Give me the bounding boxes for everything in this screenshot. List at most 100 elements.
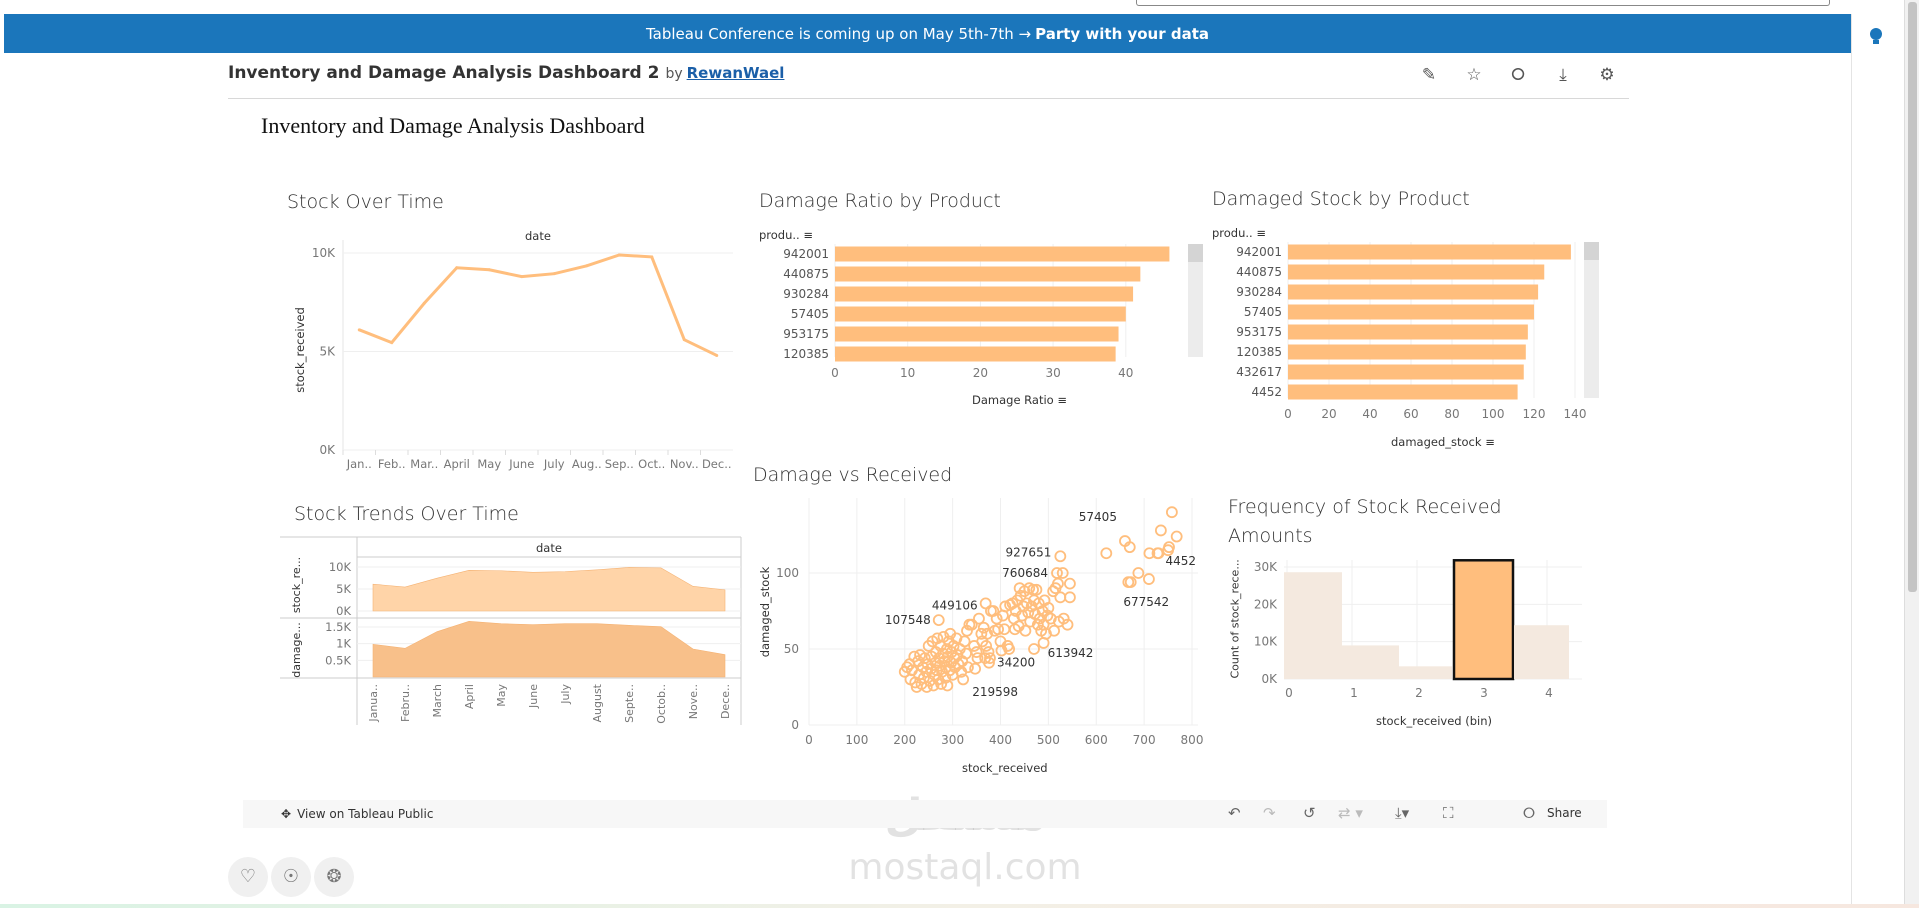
redo-icon[interactable]: ↷ (1263, 804, 1276, 822)
y-tick-label: 5K (319, 345, 336, 359)
x-axis-label[interactable]: Damage Ratio ≡ (972, 393, 1067, 407)
chart-scrollbar[interactable] (1188, 244, 1203, 357)
conference-banner[interactable]: Tableau Conference is coming up on May 5… (4, 14, 1851, 53)
row-header-product[interactable]: produ.. ≡ (1212, 226, 1266, 240)
bulb-icon[interactable]: ☉ (271, 857, 311, 897)
x-tick-label: Septe.. (623, 684, 636, 723)
area-stock (372, 567, 726, 612)
side-panel (1851, 14, 1903, 904)
x-axis-label[interactable]: damaged_stock ≡ (1391, 435, 1495, 449)
damaged-stock-chart[interactable]: 0 20 40 60 80 100 120 1409420014408759302845740… (0, 0, 1586, 421)
x-tick-label: 600 (1085, 733, 1108, 747)
damage-vs-received-chart[interactable]: 0 100 200 300 400 500 600 700 800100500574059276… (0, 0, 1203, 747)
dashboard-title: Inventory and Damage Analysis Dashboard (261, 113, 645, 138)
x-tick-label: 4 (1545, 686, 1553, 700)
share-icon[interactable]: ⭘ (1511, 65, 1525, 85)
scatter-point (981, 627, 993, 640)
scatter-point (958, 635, 971, 648)
scatter-point (1064, 577, 1076, 590)
x-tick-label: 100 (1482, 407, 1505, 421)
y-tick-label: 20K (1254, 597, 1278, 611)
view-on-tableau-public-link[interactable]: ✥ View on Tableau Public (281, 807, 433, 821)
y-axis-label: Count of stock_rece... (1228, 559, 1242, 679)
scatter-point (931, 632, 944, 645)
download-icon[interactable]: ⤓ (1559, 65, 1567, 85)
heart-icon[interactable]: ♡ (228, 857, 268, 897)
scatter-point (1061, 618, 1074, 631)
undo-icon[interactable]: ↶ (1228, 804, 1241, 822)
bar (835, 266, 1141, 282)
x-tick-label: Jan.. (346, 457, 372, 471)
scatter-point (1151, 547, 1164, 560)
banner-link[interactable]: Party with your data (1035, 24, 1210, 43)
x-tick-label: July (543, 457, 565, 471)
row-label: 57405 (1244, 305, 1282, 319)
star-icon[interactable]: ☆ (1466, 65, 1482, 85)
sort-icon[interactable]: ≡ (1485, 435, 1495, 449)
x-tick-label: 80 (1444, 407, 1459, 421)
y-tick-label: 100 (776, 566, 799, 580)
x-tick-label: 500 (1037, 733, 1060, 747)
revert-icon[interactable]: ↺ (1303, 804, 1316, 822)
scatter-point (1003, 643, 1016, 655)
badge-icon[interactable]: ❂ (314, 857, 354, 897)
viz-toolbar: ✥ View on Tableau Public ↶ ↷ ↺ ⇄ ▾ ⤓▾ ⛶ ⭘… (243, 800, 1607, 828)
sort-icon[interactable]: ≡ (803, 228, 814, 242)
viz-title: Inventory and Damage Analysis Dashboard … (228, 63, 784, 83)
stock-over-time-chart[interactable]: 10K 5K 0K Jan.. Feb.. Mar.. April May June July Au… (0, 0, 733, 471)
row-label: 120385 (783, 347, 829, 361)
x-tick-label: Aug.. (572, 457, 602, 471)
x-tick-label: 200 (893, 733, 916, 747)
row-label: 440875 (783, 267, 829, 281)
histogram-bar (1399, 666, 1452, 679)
y-tick-label: 0K (1261, 672, 1278, 686)
row-header-product[interactable]: produ.. ≡ (759, 228, 813, 242)
view-on-tableau-text: View on Tableau Public (297, 807, 434, 821)
refresh-icon[interactable]: ⇄ ▾ (1338, 804, 1363, 822)
damage-ratio-chart[interactable]: 0 10 20 30 40 942001 440875 930284 57405 953175 12… (0, 0, 1170, 380)
share-button[interactable]: Share (1547, 806, 1582, 820)
fullscreen-icon[interactable]: ⛶ (1443, 804, 1454, 822)
point-label: 219598 (972, 685, 1018, 699)
x-tick-label: 400 (989, 733, 1012, 747)
stock-frequency-chart[interactable]: 30K 20K 10K 0K 0 1 2 3 4 (0, 0, 1582, 700)
scatter-point (920, 681, 933, 693)
row-label: 432617 (1236, 365, 1282, 379)
series-label-damaged: damage... (290, 622, 303, 678)
x-tick-label: April (444, 457, 470, 471)
share-icon[interactable]: ⭘ (1523, 804, 1536, 822)
x-tick-label: 140 (1564, 407, 1587, 421)
bar (835, 346, 1116, 362)
settings-icon[interactable]: ⚙ (1599, 65, 1615, 85)
search-box-edge[interactable] (1136, 0, 1830, 6)
lightbulb-icon[interactable] (1868, 26, 1884, 48)
chart-title-damage-vs-received: Damage vs Received (753, 464, 953, 486)
chart-title-frequency: Frequency of Stock Received Amounts (1228, 496, 1502, 547)
scatter-point (932, 614, 945, 627)
page-scrollbar[interactable] (1904, 0, 1919, 908)
scatter-point (984, 652, 996, 665)
author-link[interactable]: RewanWael (686, 64, 785, 82)
x-tick-label: Nov.. (670, 457, 699, 471)
row-label: 942001 (783, 247, 829, 261)
chart-title-stock-over-time: Stock Over Time (287, 191, 444, 213)
download-icon[interactable]: ⤓▾ (1395, 804, 1410, 822)
histogram-bar (1452, 559, 1515, 681)
scatter-point (1122, 576, 1135, 589)
row-header-text: produ.. (759, 228, 800, 242)
data-point (487, 268, 491, 272)
sort-icon[interactable]: ≡ (1256, 226, 1267, 240)
x-tick-label: 40 (1118, 366, 1133, 380)
y-tick-label: 10K (329, 560, 352, 574)
stock-trends-chart[interactable]: 10K 5K 0K 1.5K 1K 0.5K Janua.. Febru.. March Apri… (0, 0, 742, 725)
scatter-point (965, 618, 978, 631)
bar (1288, 284, 1539, 300)
scatter-point (1054, 591, 1067, 604)
sort-icon[interactable]: ≡ (1057, 393, 1068, 407)
chart-scrollbar[interactable] (1584, 242, 1599, 398)
edit-icon[interactable]: ✎ (1421, 65, 1437, 85)
scatter-point (1154, 524, 1167, 537)
x-tick-label: Sep.. (605, 457, 634, 471)
bar (835, 286, 1134, 302)
x-tick-label: 0 (805, 733, 813, 747)
